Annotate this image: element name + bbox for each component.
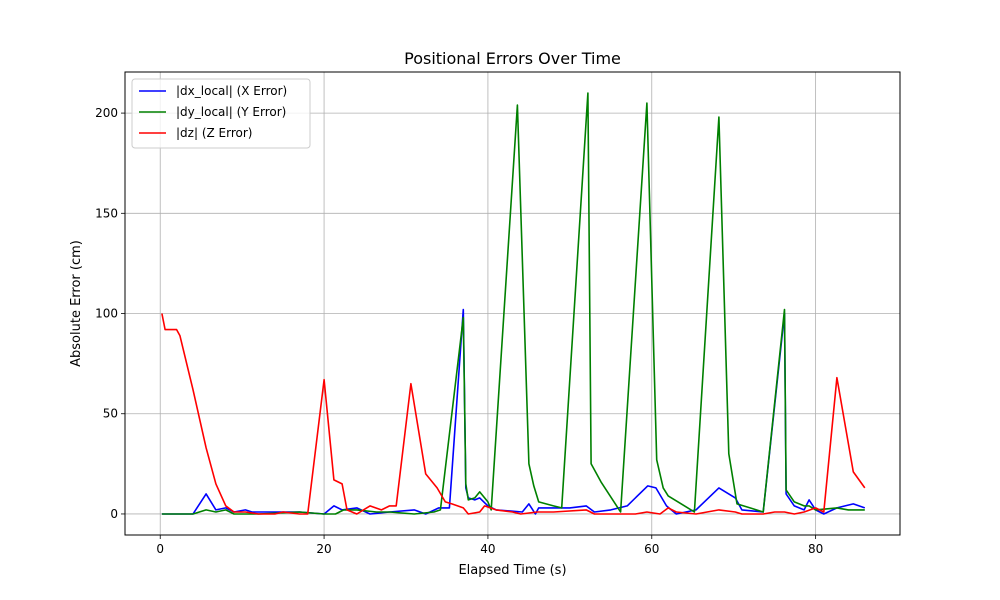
x-axis-ticks: 0 20 40 60 80 (156, 535, 823, 556)
y-tick-label: 200 (95, 106, 118, 120)
y-axis-ticks: 0 50 100 150 200 (95, 106, 125, 521)
plot-frame (124, 71, 901, 536)
legend-label-2: |dz| (Z Error) (176, 126, 252, 140)
y-tick-label: 100 (95, 307, 118, 321)
series-line-2 (161, 313, 866, 515)
series-line-1 (161, 92, 865, 515)
y-tick-label: 50 (103, 407, 118, 421)
legend-label-0: |dx_local| (X Error) (176, 84, 287, 98)
x-tick-label: 40 (480, 542, 495, 556)
series-lines (161, 92, 866, 515)
legend: |dx_local| (X Error) |dy_local| (Y Error)… (131, 78, 311, 149)
chart-title: Positional Errors Over Time (404, 49, 621, 68)
legend-label-1: |dy_local| (Y Error) (176, 105, 286, 119)
x-axis-label: Elapsed Time (s) (458, 563, 566, 578)
y-axis-label: Absolute Error (cm) (69, 240, 84, 367)
x-tick-label: 60 (644, 542, 659, 556)
x-tick-label: 0 (156, 542, 164, 556)
x-tick-label: 80 (808, 542, 823, 556)
grid (125, 72, 900, 535)
legend-box (131, 78, 311, 149)
y-tick-label: 150 (95, 206, 118, 220)
y-tick-label: 0 (110, 507, 118, 521)
x-tick-label: 20 (316, 542, 331, 556)
